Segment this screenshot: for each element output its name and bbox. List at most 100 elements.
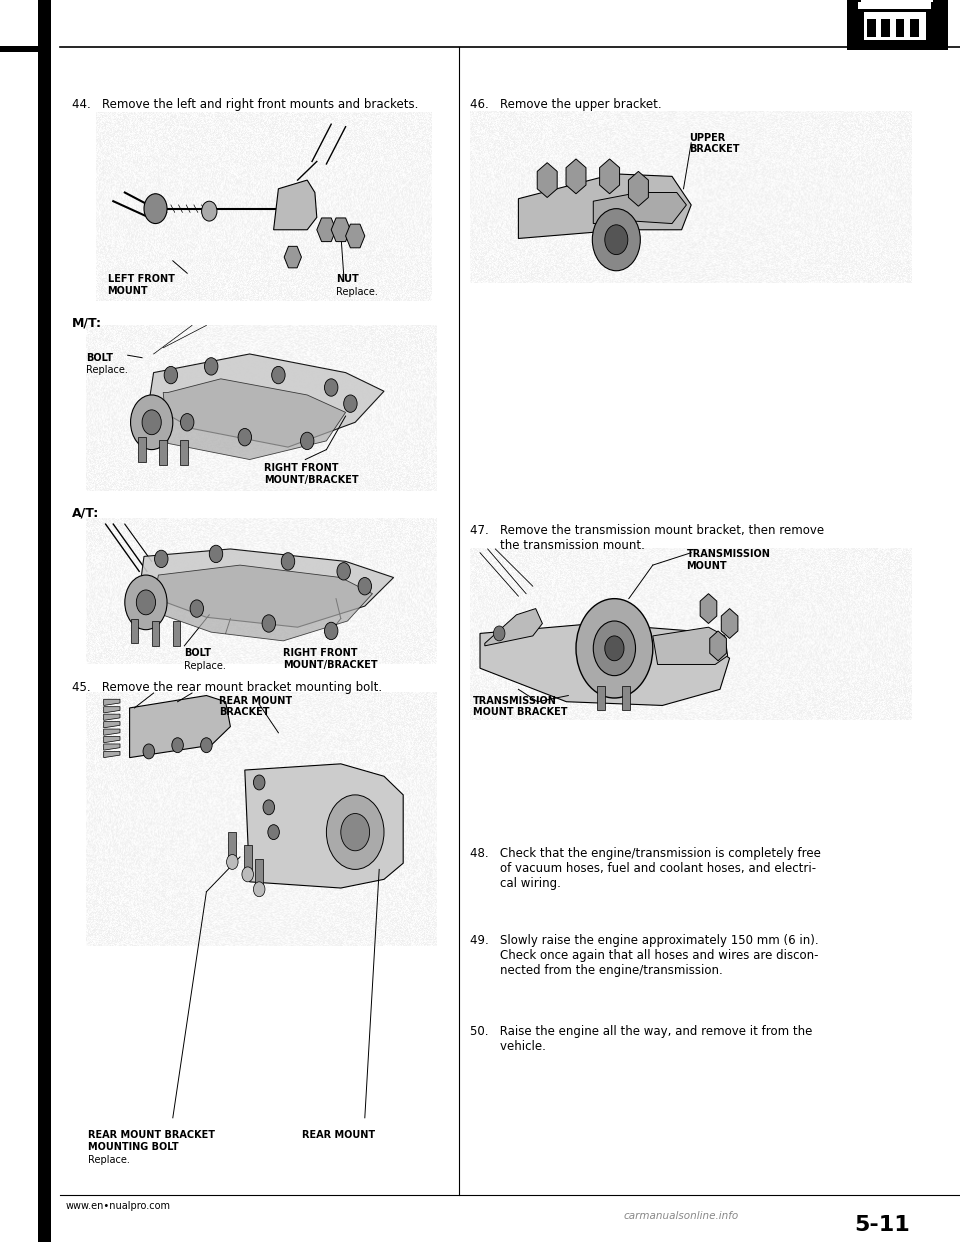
Text: REAR MOUNT
BRACKET: REAR MOUNT BRACKET	[219, 696, 292, 717]
Bar	[228, 832, 236, 863]
Circle shape	[142, 410, 161, 435]
Text: Replace.: Replace.	[88, 1155, 131, 1165]
Circle shape	[253, 882, 265, 897]
Polygon shape	[104, 737, 120, 743]
Polygon shape	[485, 609, 542, 646]
Polygon shape	[274, 180, 317, 230]
Polygon shape	[284, 246, 301, 268]
Circle shape	[262, 615, 276, 632]
Circle shape	[190, 600, 204, 617]
Polygon shape	[653, 627, 728, 664]
Circle shape	[125, 575, 167, 630]
Circle shape	[268, 825, 279, 840]
Text: Replace.: Replace.	[336, 287, 378, 297]
Circle shape	[326, 795, 384, 869]
Polygon shape	[104, 751, 120, 758]
Circle shape	[341, 814, 370, 851]
Polygon shape	[538, 163, 557, 197]
Text: A/T:: A/T:	[72, 507, 99, 519]
Text: 47.   Remove the transmission mount bracket, then remove
        the transmissio: 47. Remove the transmission mount bracke…	[470, 524, 825, 553]
Polygon shape	[566, 159, 586, 194]
Circle shape	[172, 738, 183, 753]
Circle shape	[201, 738, 212, 753]
Circle shape	[358, 578, 372, 595]
Polygon shape	[130, 696, 230, 758]
Polygon shape	[104, 744, 120, 750]
Text: Replace.: Replace.	[184, 661, 227, 671]
Circle shape	[204, 358, 218, 375]
Circle shape	[136, 590, 156, 615]
Text: REAR MOUNT BRACKET
MOUNTING BOLT: REAR MOUNT BRACKET MOUNTING BOLT	[88, 1130, 215, 1151]
Bar	[896, 19, 904, 37]
Circle shape	[324, 622, 338, 640]
Text: carmanualsonline.info: carmanualsonline.info	[624, 1211, 739, 1221]
Text: 50.   Raise the engine all the way, and remove it from the
        vehicle.: 50. Raise the engine all the way, and re…	[470, 1025, 813, 1053]
Bar	[847, 0, 948, 50]
Circle shape	[344, 395, 357, 412]
Bar	[0, 46, 38, 52]
Bar	[858, 0, 933, 9]
Text: www.en•nualpro.com: www.en•nualpro.com	[65, 1201, 170, 1211]
Bar	[881, 19, 890, 37]
Polygon shape	[518, 174, 691, 238]
Polygon shape	[629, 171, 648, 206]
Polygon shape	[104, 722, 120, 728]
Circle shape	[300, 432, 314, 450]
Circle shape	[324, 379, 338, 396]
Bar	[152, 621, 159, 646]
Polygon shape	[104, 707, 120, 713]
Polygon shape	[600, 159, 619, 194]
Circle shape	[272, 366, 285, 384]
Polygon shape	[480, 623, 730, 705]
Circle shape	[155, 550, 168, 568]
Text: TRANSMISSION
MOUNT: TRANSMISSION MOUNT	[686, 549, 770, 570]
Circle shape	[143, 744, 155, 759]
Circle shape	[605, 636, 624, 661]
Circle shape	[242, 867, 253, 882]
Bar	[180, 440, 188, 465]
Text: UPPER
BRACKET: UPPER BRACKET	[689, 133, 740, 154]
Bar	[131, 619, 138, 643]
Bar	[138, 437, 146, 462]
Polygon shape	[163, 379, 346, 460]
Polygon shape	[149, 354, 384, 447]
Bar	[38, 0, 51, 1242]
Circle shape	[164, 366, 178, 384]
Text: 44.   Remove the left and right front mounts and brackets.: 44. Remove the left and right front moun…	[72, 98, 419, 111]
Polygon shape	[104, 699, 120, 705]
Circle shape	[227, 854, 238, 869]
Bar	[159, 440, 167, 465]
Polygon shape	[104, 714, 120, 720]
Text: Replace.: Replace.	[86, 365, 129, 375]
Text: BOLT: BOLT	[184, 648, 211, 658]
Circle shape	[238, 428, 252, 446]
Text: BOLT: BOLT	[86, 353, 113, 363]
Bar	[852, 0, 861, 2]
Circle shape	[593, 621, 636, 676]
Polygon shape	[317, 217, 336, 242]
Circle shape	[209, 545, 223, 563]
Polygon shape	[700, 594, 717, 623]
Bar	[867, 19, 876, 37]
Polygon shape	[152, 565, 372, 641]
Circle shape	[605, 225, 628, 255]
Bar	[173, 621, 180, 646]
Text: 48.   Check that the engine/transmission is completely free
        of vacuum ho: 48. Check that the engine/transmission i…	[470, 847, 821, 891]
Circle shape	[131, 395, 173, 450]
Text: LEFT FRONT
MOUNT: LEFT FRONT MOUNT	[108, 274, 175, 296]
Circle shape	[493, 626, 505, 641]
Circle shape	[202, 201, 217, 221]
Polygon shape	[346, 224, 365, 248]
Bar	[931, 2, 939, 15]
Polygon shape	[721, 609, 738, 638]
Bar	[597, 686, 605, 710]
Text: TRANSMISSION
MOUNT BRACKET: TRANSMISSION MOUNT BRACKET	[473, 696, 567, 717]
Circle shape	[253, 775, 265, 790]
Text: M/T:: M/T:	[72, 317, 102, 329]
Circle shape	[144, 194, 167, 224]
Bar	[622, 686, 630, 710]
Polygon shape	[709, 631, 727, 661]
Circle shape	[281, 553, 295, 570]
Polygon shape	[104, 729, 120, 735]
Circle shape	[337, 563, 350, 580]
